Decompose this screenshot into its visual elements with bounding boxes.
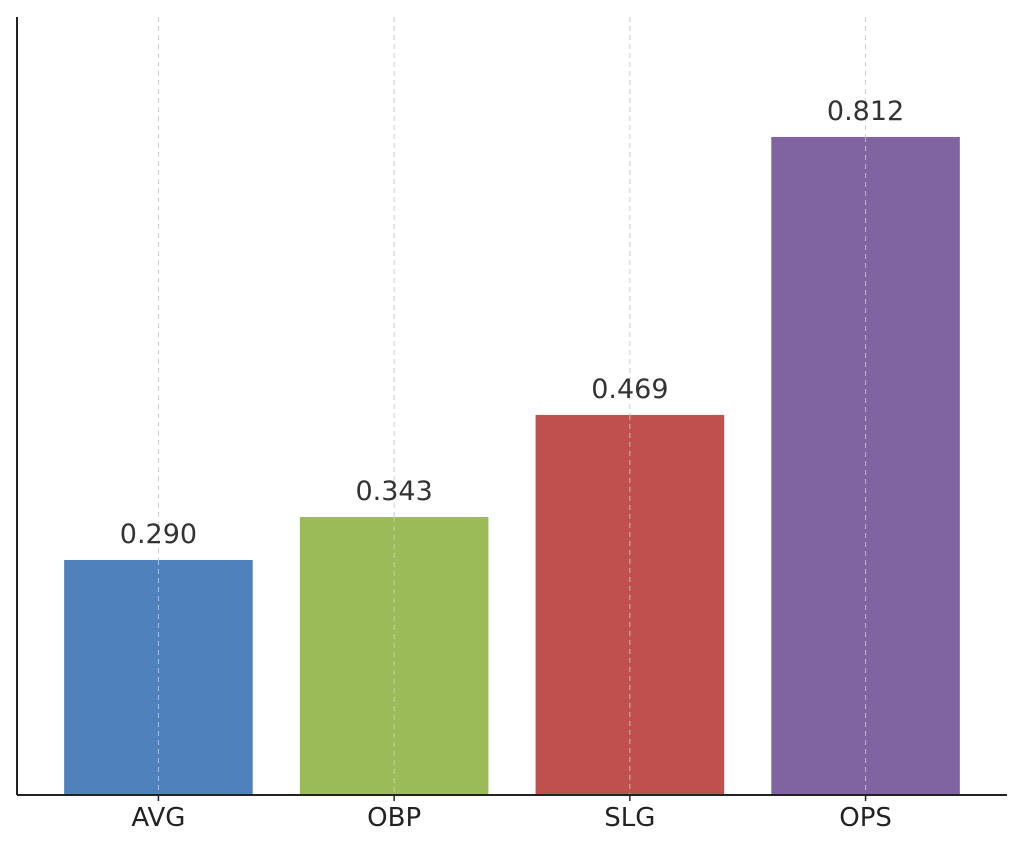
labels: 0.290 AVG 0.343 OBP 0.469 SLG 0.812 OPS [120,96,904,833]
x-tick-label-slg: SLG [604,803,655,833]
gridlines-overlay [157,136,867,795]
data-label-ops: 0.812 [827,96,904,127]
axes [16,17,1007,796]
x-tick-label-ops: OPS [839,803,892,833]
data-label-avg: 0.290 [120,519,197,550]
bars [64,136,960,796]
x-tick-label-obp: OBP [367,803,421,833]
x-tick-label-avg: AVG [131,803,185,833]
data-label-slg: 0.469 [591,374,668,405]
gridlines [157,17,867,795]
data-label-obp: 0.343 [355,476,432,507]
